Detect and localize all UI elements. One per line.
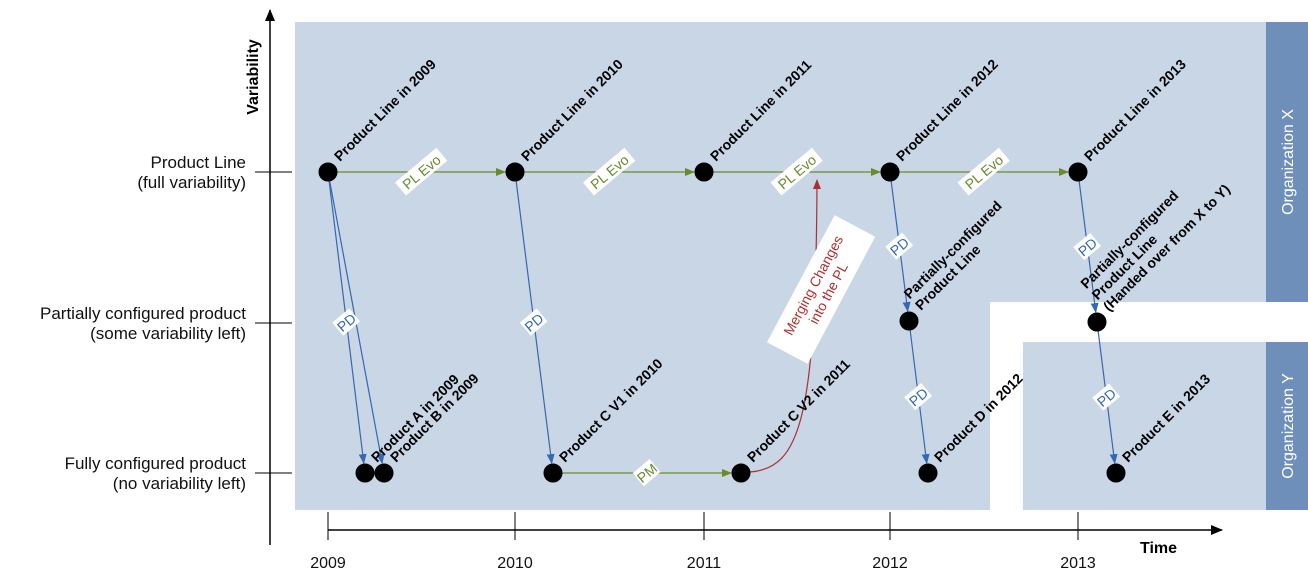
node-pl2011 [694, 162, 714, 182]
year-label-2009: 2009 [310, 555, 346, 572]
organization-x-bar [1266, 22, 1308, 302]
organization-x-panel [295, 22, 1266, 510]
node-pl2009 [318, 162, 338, 182]
node-pb2009 [374, 463, 394, 483]
node-pl2012 [880, 162, 900, 182]
y-axis-title: Variability [245, 39, 262, 115]
year-label-2012: 2012 [872, 555, 908, 572]
x-axis-title: Time [1140, 540, 1177, 557]
year-label-2013: 2013 [1060, 555, 1096, 572]
organization-y-bar [1266, 342, 1308, 510]
organization-panels: Organization X Organization Y [295, 22, 1308, 510]
year-label-2011: 2011 [687, 555, 722, 572]
node-pcpl2013 [1087, 312, 1107, 332]
node-pcpl2012 [899, 311, 919, 331]
node-pe2013 [1106, 463, 1126, 483]
node-pl2010 [505, 162, 525, 182]
node-pa2009 [355, 463, 375, 483]
organization-y-label: Organization Y [1280, 373, 1297, 479]
y-level-label-2: Partially configured product (some variab… [40, 304, 246, 343]
node-pl2013 [1068, 162, 1088, 182]
y-level-label-1: Product Line (full variability) [137, 153, 246, 192]
organization-x-label: Organization X [1280, 109, 1297, 215]
node-pd2012 [918, 463, 938, 483]
axes: Variability Time Product Line (full varia… [40, 9, 1223, 572]
organization-y-panel [1023, 342, 1266, 510]
node-pcv1 [543, 463, 563, 483]
node-pcv2 [731, 463, 751, 483]
year-label-2010: 2010 [497, 555, 533, 572]
y-level-label-3: Fully configured product (no variability … [65, 454, 247, 493]
